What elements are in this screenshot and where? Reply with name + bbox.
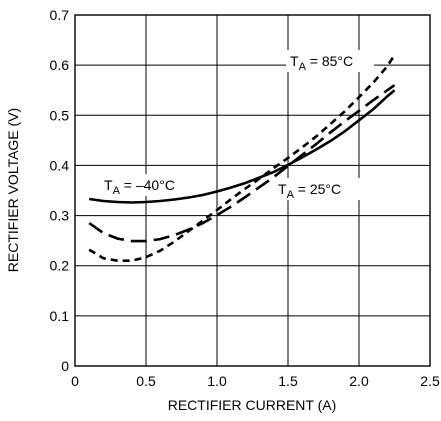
series-label-bg [274, 178, 364, 200]
series-line-85c [88, 54, 396, 262]
series-label: TA = 25°C [278, 181, 341, 201]
x-tick-label: 1.0 [207, 373, 227, 389]
x-axis-title: RECTIFIER CURRENT (A) [168, 397, 337, 413]
x-tick-label: 0.5 [136, 373, 156, 389]
x-tick-label: 2.5 [420, 373, 440, 389]
y-tick-label: 0.4 [50, 157, 70, 173]
series-label-bg [100, 174, 192, 196]
series-label-bg [286, 50, 374, 72]
y-tick-label: 0 [61, 358, 69, 374]
y-axis-title: RECTIFIER VOLTAGE (V) [5, 108, 21, 272]
series-line-25c [88, 84, 396, 243]
y-tick-label: 0.2 [50, 258, 70, 274]
x-tick-label: 1.5 [278, 373, 298, 389]
series-labels: TA = –40°C TA = 25°C TA = 85°C [100, 50, 374, 201]
y-tick-label: 0.3 [50, 208, 70, 224]
plot-frame [74, 14, 431, 367]
series-line-minus40c [89, 89, 396, 204]
y-tick-label: 0.7 [50, 7, 70, 23]
tick-labels: 0 0.5 1.0 1.5 2.0 2.5 0 0.1 0.2 0.3 0.4 0.5 0.6 0.7 [50, 7, 440, 389]
x-tick-label: 0 [71, 373, 79, 389]
series-label: TA = –40°C [104, 177, 175, 197]
x-tick-label: 2.0 [349, 373, 369, 389]
y-tick-label: 0.1 [50, 308, 70, 324]
y-tick-label: 0.6 [50, 57, 70, 73]
y-tick-label: 0.5 [50, 107, 70, 123]
series-label: TA = 85°C [290, 53, 353, 73]
series-group [88, 54, 396, 262]
